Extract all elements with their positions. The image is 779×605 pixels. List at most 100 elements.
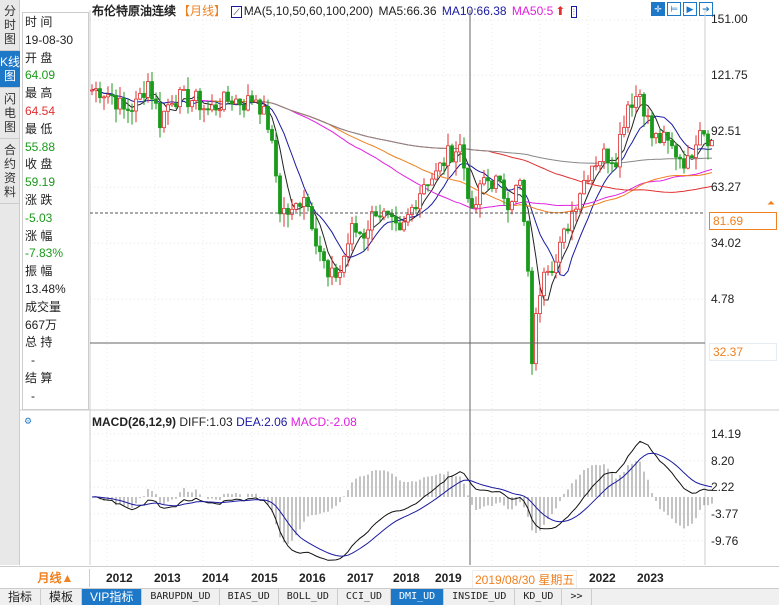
candle-body xyxy=(602,148,606,162)
candle-body xyxy=(274,139,278,177)
candle-body xyxy=(586,179,590,182)
candle-body xyxy=(118,97,122,110)
candle-body xyxy=(458,144,462,153)
candle-body xyxy=(246,95,250,111)
candle-body xyxy=(550,270,554,274)
candle-body xyxy=(518,180,522,186)
candle-body xyxy=(526,221,530,272)
period-selector[interactable]: 月线▲ xyxy=(22,569,90,587)
candle-body xyxy=(470,198,474,209)
info-label: 最 低 xyxy=(25,121,53,136)
candle-body xyxy=(270,129,274,141)
candle-body xyxy=(514,184,518,202)
scroll-top-icon[interactable]: ⏶ xyxy=(767,198,775,209)
candle-body xyxy=(558,241,562,263)
tab-flash[interactable]: 闪电图 xyxy=(0,88,20,139)
info-label: 涨 幅 xyxy=(25,228,53,243)
tab-vip-indicator[interactable]: VIP指标 xyxy=(82,589,143,605)
candle-body xyxy=(622,127,626,135)
diff-line xyxy=(91,440,712,561)
ma5-value: MA5:66.36 xyxy=(378,4,437,18)
candle-body xyxy=(562,228,566,243)
candle-body xyxy=(678,156,682,160)
tab-more[interactable]: >> xyxy=(562,589,592,605)
candle-body xyxy=(230,100,234,105)
candle-body xyxy=(162,110,166,129)
ma-settings-icon[interactable]: ⟋ xyxy=(231,6,242,18)
macd-diff: DIFF:1.03 xyxy=(179,415,233,429)
tab-dmi[interactable]: DMI_UD xyxy=(391,589,445,605)
candle-body xyxy=(482,177,486,185)
year-label: 2013 xyxy=(154,571,181,585)
tab-cci[interactable]: CCI_UD xyxy=(338,589,392,605)
candle-body xyxy=(314,228,318,247)
candle-body xyxy=(446,145,450,167)
candle-body xyxy=(362,233,366,239)
candle-body xyxy=(606,148,610,164)
price-tick: 92.51 xyxy=(711,124,742,138)
candle-body xyxy=(626,104,630,128)
candle-body xyxy=(578,193,582,210)
candle-body xyxy=(510,201,514,211)
candle-body xyxy=(462,144,466,169)
tab-template[interactable]: 模板 xyxy=(41,589,83,605)
candle-body xyxy=(630,104,634,108)
candle-body xyxy=(634,96,638,108)
candle-body xyxy=(226,91,230,102)
info-label: 成交量 xyxy=(25,299,62,314)
candle-body xyxy=(658,133,662,143)
candle-body xyxy=(486,177,490,182)
indicator-tabs: 指标 模板 VIP指标 BARUPDN_UD BIAS_UD BOLL_UD C… xyxy=(0,588,779,605)
candle-body xyxy=(398,222,402,231)
candle-body xyxy=(534,313,538,365)
period-label: 【月线】 xyxy=(178,4,227,18)
ma50-value: MA50:5 xyxy=(511,4,554,18)
candle-body xyxy=(190,100,194,108)
ma200-line xyxy=(252,100,713,164)
tab-timeshare[interactable]: 分时图 xyxy=(0,0,20,51)
tab-kd[interactable]: KD_UD xyxy=(515,589,563,605)
tab-indicator[interactable]: 指标 xyxy=(0,589,42,605)
candle-body xyxy=(506,198,510,211)
macd-label: MACD(26,12,9) xyxy=(92,415,177,429)
panel-settings-icon[interactable]: ⚙ xyxy=(24,416,33,426)
tab-bias[interactable]: BIAS_UD xyxy=(220,589,279,605)
tab-kline[interactable]: K线图 xyxy=(0,51,20,88)
candle-body xyxy=(290,208,294,215)
candle-body xyxy=(218,109,222,112)
candle-body xyxy=(582,180,586,195)
info-value: - xyxy=(31,388,35,403)
tab-boll[interactable]: BOLL_UD xyxy=(279,589,338,605)
candle-body xyxy=(702,130,706,135)
view-tabs: 分时图 K线图 闪电图 合约资料 xyxy=(0,0,20,565)
candle-body xyxy=(474,204,478,209)
candle-body xyxy=(418,193,422,210)
candle-body xyxy=(298,203,302,207)
candle-body xyxy=(154,98,158,104)
arrow-up-icon[interactable]: ⬆ xyxy=(555,4,566,18)
candle-body xyxy=(202,108,206,111)
indicator-icon[interactable]: ⫶ xyxy=(570,6,577,18)
macd-tick: 14.19 xyxy=(711,427,742,441)
candle-body xyxy=(310,206,314,230)
candle-body xyxy=(690,155,694,159)
chart-toolbar: ✛ ⊨ ▶ ➔ xyxy=(651,1,715,16)
candle-body xyxy=(566,228,570,232)
candle-body xyxy=(354,223,358,233)
crosshair-icon[interactable]: ✛ xyxy=(651,2,665,16)
play-icon[interactable]: ▶ xyxy=(683,2,697,16)
candle-body xyxy=(538,295,542,314)
move-right-icon[interactable]: ➔ xyxy=(699,2,713,16)
candle-body xyxy=(402,221,406,231)
info-value: 59.19 xyxy=(25,175,56,190)
candle-body xyxy=(618,133,622,168)
zoom-range-icon[interactable]: ⊨ xyxy=(667,2,681,16)
candle-body xyxy=(198,90,202,111)
tab-inside[interactable]: INSIDE_UD xyxy=(444,589,516,605)
candle-body xyxy=(614,162,618,168)
tab-barupdn[interactable]: BARUPDN_UD xyxy=(142,589,220,605)
tab-contract-info[interactable]: 合约资料 xyxy=(0,139,20,204)
candle-body xyxy=(142,93,146,98)
candle-body xyxy=(438,162,442,172)
